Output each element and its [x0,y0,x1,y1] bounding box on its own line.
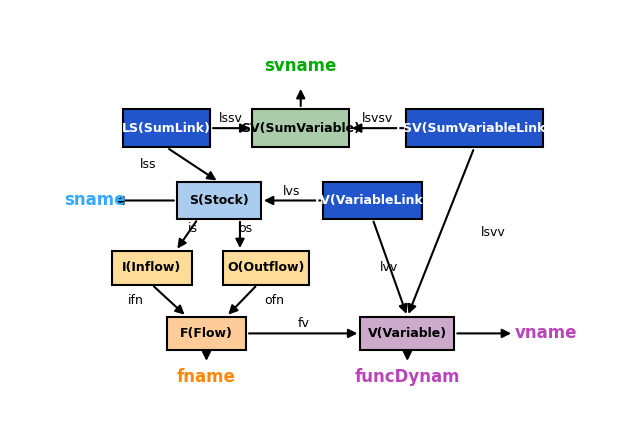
Text: ofn: ofn [265,294,285,307]
Text: lvv: lvv [380,261,397,274]
Text: V(Variable): V(Variable) [368,327,447,340]
Text: vname: vname [515,324,577,343]
FancyBboxPatch shape [406,109,543,148]
Text: funcDynam: funcDynam [355,368,460,386]
Text: S(Stock): S(Stock) [189,194,249,207]
FancyBboxPatch shape [252,109,349,148]
Text: fname: fname [177,368,236,386]
Text: ifn: ifn [128,294,144,307]
Text: lsvsv: lsvsv [362,111,393,125]
Text: LS(SumLink): LS(SumLink) [122,121,211,135]
Text: LV(VariableLink): LV(VariableLink) [316,194,430,207]
FancyBboxPatch shape [360,316,454,350]
Text: lsvv: lsvv [481,225,506,239]
FancyBboxPatch shape [177,182,261,219]
Text: lss: lss [140,158,156,171]
FancyBboxPatch shape [124,109,210,148]
FancyBboxPatch shape [112,251,191,284]
Text: LSV(SumVariableLink): LSV(SumVariableLink) [396,121,552,135]
Text: is: is [188,222,198,235]
FancyBboxPatch shape [167,316,246,350]
Text: I(Inflow): I(Inflow) [122,261,182,274]
Text: fv: fv [297,318,309,330]
Text: lvs: lvs [284,184,301,198]
Text: lssv: lssv [220,111,243,125]
FancyBboxPatch shape [323,182,422,219]
Text: sname: sname [64,191,125,209]
Text: os: os [238,222,252,235]
Text: SV(SumVariable): SV(SumVariable) [241,121,360,135]
Text: O(Outflow): O(Outflow) [227,261,305,274]
Text: svname: svname [264,57,337,75]
Text: F(Flow): F(Flow) [180,327,233,340]
FancyBboxPatch shape [223,251,309,284]
